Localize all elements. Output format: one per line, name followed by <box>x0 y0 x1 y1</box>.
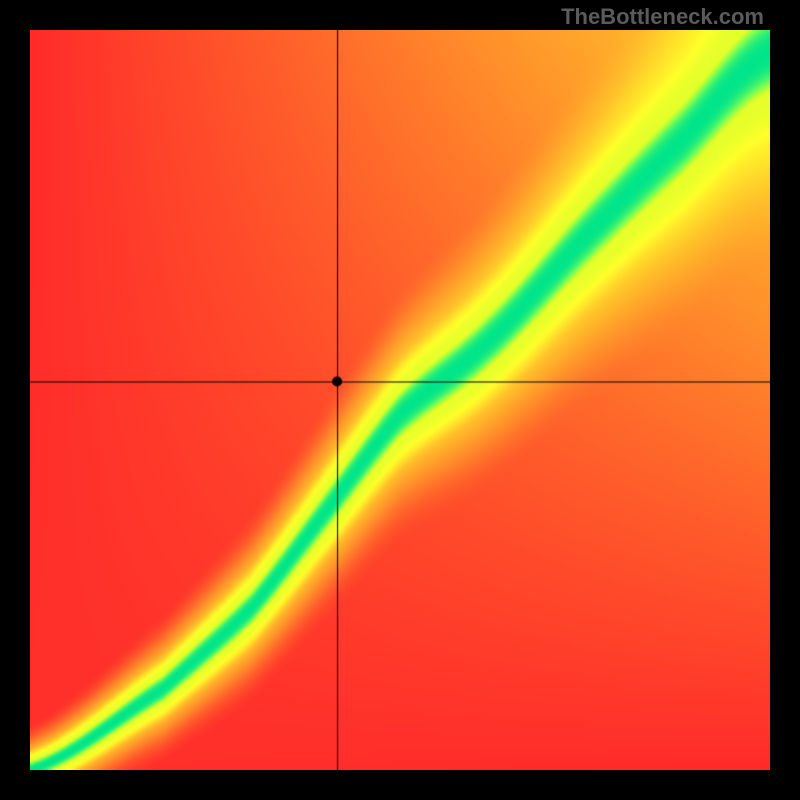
bottleneck-heatmap <box>30 30 770 770</box>
chart-container: TheBottleneck.com <box>0 0 800 800</box>
watermark-text: TheBottleneck.com <box>561 4 764 30</box>
